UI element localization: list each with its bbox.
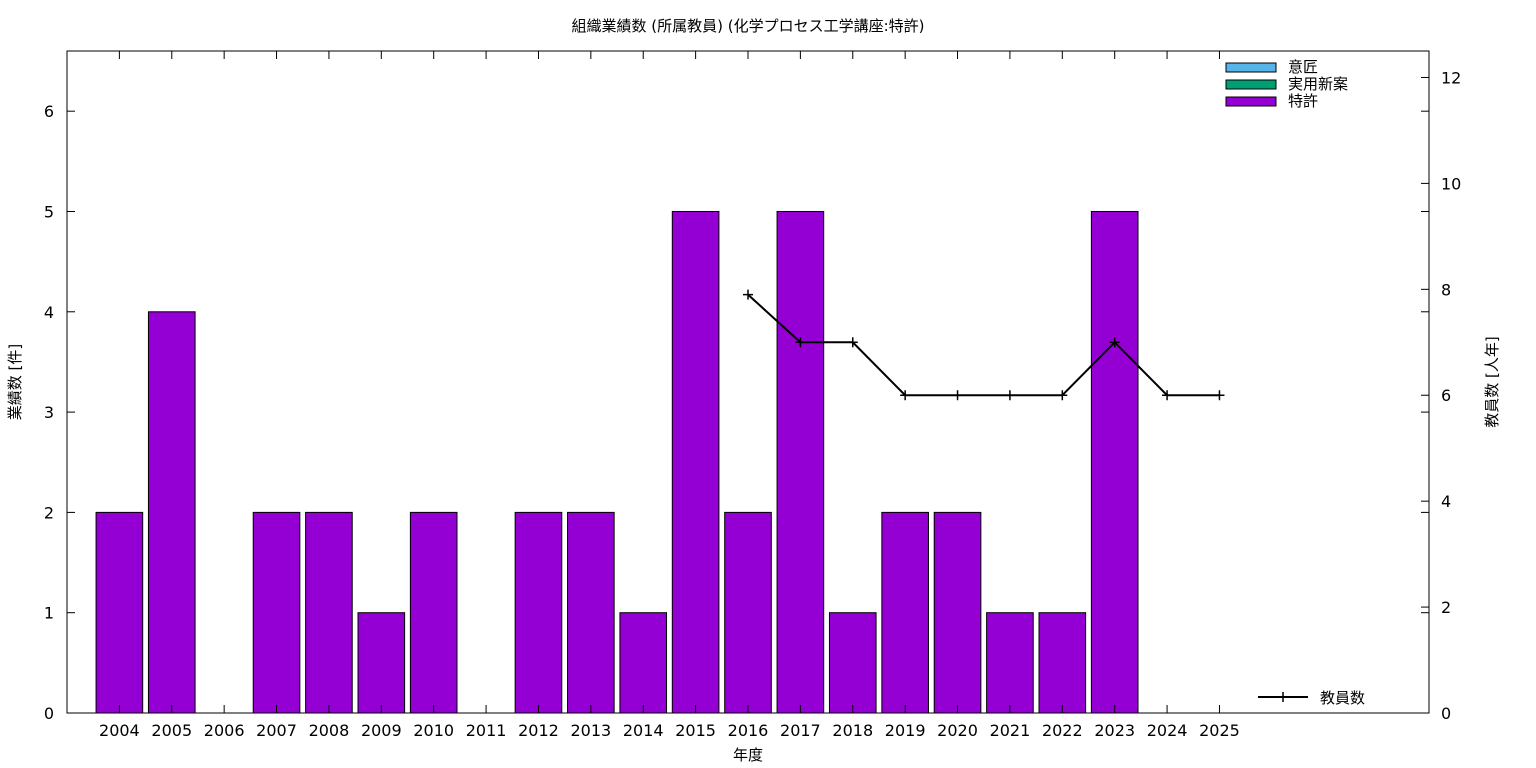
bar-2020-series-2 [933, 511, 982, 714]
x-tick-label-2020: 2020 [937, 721, 978, 740]
x-tick-label-2006: 2006 [204, 721, 245, 740]
x-tick-label-2025: 2025 [1199, 721, 1240, 740]
x-tick-label-2016: 2016 [728, 721, 769, 740]
line-series-path [747, 293, 1220, 397]
x-tick-label-2021: 2021 [990, 721, 1031, 740]
bar-2013-series-2 [567, 511, 615, 714]
x-tick-label-2004: 2004 [99, 721, 140, 740]
legend-item-0: 意匠 [1225, 58, 1318, 76]
bar-2010-series-2 [409, 511, 458, 714]
bar-2008-series-2 [305, 511, 353, 714]
y2-tick-label-6: 6 [1441, 386, 1451, 405]
bar-2005-series-2 [147, 311, 196, 714]
line-point-2025 [1214, 390, 1225, 401]
x-tick-label-2015: 2015 [675, 721, 716, 740]
x-tick-label-2023: 2023 [1094, 721, 1135, 740]
x-tick-label-2024: 2024 [1147, 721, 1188, 740]
legend-swatch-1 [1225, 79, 1277, 90]
line-point-2024 [1162, 390, 1173, 401]
bar-2014-series-2 [619, 612, 668, 714]
x-tick-label-2017: 2017 [780, 721, 821, 740]
legend-label-0: 意匠 [1288, 58, 1318, 76]
bar-2016-series-2 [724, 511, 772, 714]
bar-2012-series-2 [514, 511, 563, 714]
x-tick-label-2008: 2008 [309, 721, 350, 740]
legend-item-2: 特許 [1225, 92, 1318, 110]
x-tick-label-2014: 2014 [623, 721, 664, 740]
bar-2022-series-2 [1038, 612, 1087, 714]
line-point-2018 [847, 337, 858, 348]
x-tick-label-2019: 2019 [885, 721, 926, 740]
y2-axis-title: 教員数 [人年] [1483, 336, 1501, 427]
bar-2009-series-2 [357, 612, 406, 714]
legend-line-label: 教員数 [1320, 689, 1365, 707]
bar-2004-series-2 [95, 511, 144, 714]
line-point-2017 [795, 337, 806, 348]
x-tick-label-2010: 2010 [413, 721, 454, 740]
bar-2017-series-2 [776, 210, 825, 714]
y-tick-label-5: 5 [44, 202, 54, 221]
x-tick-label-2022: 2022 [1042, 721, 1083, 740]
bar-2023-series-2 [1090, 210, 1139, 714]
line-layer [743, 289, 1225, 401]
line-point-2022 [1057, 390, 1068, 401]
y2-tick-label-0: 0 [1441, 704, 1451, 723]
x-tick-label-2011: 2011 [466, 721, 507, 740]
y2-tick-label-2: 2 [1441, 598, 1451, 617]
y2-tick-label-4: 4 [1441, 492, 1451, 511]
y2-tick-label-8: 8 [1441, 280, 1451, 299]
y2-tick-label-10: 10 [1441, 174, 1461, 193]
bar-2018-series-2 [828, 612, 877, 714]
y2-tick-label-12: 12 [1441, 68, 1461, 87]
line-point-2016 [743, 289, 753, 300]
chart-title: 組織業績数 (所属教員) (化学プロセス工学講座:特許) [571, 17, 924, 35]
y-tick-label-4: 4 [44, 303, 54, 322]
bar-2007-series-2 [252, 511, 301, 714]
y-tick-label-6: 6 [44, 102, 54, 121]
line-point-2019 [900, 390, 911, 401]
y-tick-label-0: 0 [44, 704, 54, 723]
bar-2019-series-2 [881, 511, 929, 714]
legend-label-2: 特許 [1288, 92, 1318, 110]
line-point-2023 [1109, 337, 1120, 348]
bars-layer [95, 210, 1139, 714]
legend-label-1: 実用新案 [1288, 75, 1348, 93]
legend-swatch-2 [1225, 96, 1277, 107]
x-tick-label-2007: 2007 [256, 721, 297, 740]
legend-item-1: 実用新案 [1225, 75, 1348, 93]
bar-2015-series-2 [671, 210, 720, 714]
x-tick-label-2013: 2013 [570, 721, 611, 740]
legend-swatch-0 [1225, 62, 1277, 73]
line-point-2021 [1004, 390, 1015, 401]
x-axis-title: 年度 [733, 746, 763, 764]
x-tick-label-2009: 2009 [361, 721, 402, 740]
y-tick-label-2: 2 [44, 503, 54, 522]
legend-item-line: 教員数 [1258, 689, 1365, 707]
y-tick-label-1: 1 [44, 604, 54, 623]
ticks-layer [67, 51, 1429, 714]
y-axis-title: 業績数 [件] [6, 344, 24, 420]
x-tick-label-2005: 2005 [151, 721, 192, 740]
x-tick-label-2012: 2012 [518, 721, 559, 740]
y-tick-label-3: 3 [44, 403, 54, 422]
x-tick-label-2018: 2018 [832, 721, 873, 740]
line-point-2020 [952, 390, 963, 401]
bar-2021-series-2 [986, 612, 1034, 714]
